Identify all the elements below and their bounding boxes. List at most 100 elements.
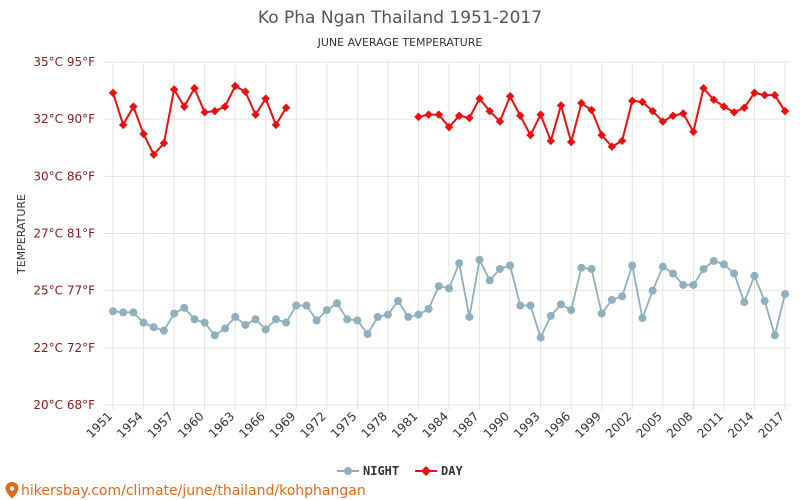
day-data-point[interactable] bbox=[414, 112, 423, 122]
day-data-point[interactable] bbox=[505, 92, 515, 101]
night-data-point[interactable] bbox=[770, 331, 779, 340]
day-data-point[interactable] bbox=[261, 94, 270, 103]
night-data-point[interactable] bbox=[516, 301, 525, 310]
legend-item-day[interactable]: DAY bbox=[415, 464, 463, 478]
day-data-point[interactable] bbox=[465, 113, 474, 123]
day-data-point[interactable] bbox=[180, 102, 189, 111]
night-data-point[interactable] bbox=[322, 306, 331, 315]
day-data-point[interactable] bbox=[424, 110, 433, 119]
day-data-point[interactable] bbox=[251, 110, 260, 119]
night-data-point[interactable] bbox=[506, 261, 515, 270]
night-data-point[interactable] bbox=[353, 316, 362, 325]
day-data-point[interactable] bbox=[434, 110, 444, 119]
source-attribution[interactable]: hikersbay.com/climate/june/thailand/kohp… bbox=[5, 482, 366, 499]
day-data-point[interactable] bbox=[169, 85, 179, 94]
night-data-point[interactable] bbox=[210, 331, 219, 340]
source-link[interactable]: hikersbay.com/climate/june/thailand/kohp… bbox=[21, 483, 366, 499]
day-data-point[interactable] bbox=[617, 136, 627, 146]
day-data-point[interactable] bbox=[129, 102, 138, 111]
night-data-point[interactable] bbox=[383, 310, 392, 319]
night-data-point[interactable] bbox=[709, 256, 718, 265]
night-data-point[interactable] bbox=[149, 323, 158, 332]
day-data-point[interactable] bbox=[495, 117, 505, 126]
day-data-point[interactable] bbox=[271, 120, 281, 130]
night-data-point[interactable] bbox=[658, 262, 667, 271]
day-data-point[interactable] bbox=[566, 137, 576, 147]
night-data-point[interactable] bbox=[557, 300, 565, 309]
day-data-point[interactable] bbox=[281, 103, 291, 112]
day-data-point[interactable] bbox=[230, 81, 240, 91]
night-data-point[interactable] bbox=[669, 269, 677, 278]
night-data-point[interactable] bbox=[180, 303, 189, 312]
night-data-point[interactable] bbox=[597, 309, 606, 318]
day-data-point[interactable] bbox=[149, 150, 158, 159]
day-data-point[interactable] bbox=[241, 87, 250, 96]
night-data-point[interactable] bbox=[292, 301, 301, 310]
night-data-point[interactable] bbox=[282, 318, 291, 327]
day-data-point[interactable] bbox=[220, 102, 230, 111]
night-data-point[interactable] bbox=[648, 286, 657, 295]
night-data-point[interactable] bbox=[577, 263, 586, 272]
night-data-point[interactable] bbox=[404, 312, 413, 321]
day-data-point[interactable] bbox=[546, 136, 556, 146]
night-data-point[interactable] bbox=[465, 312, 474, 321]
day-data-point[interactable] bbox=[729, 108, 739, 117]
night-data-point[interactable] bbox=[455, 259, 464, 268]
day-data-point[interactable] bbox=[760, 90, 769, 100]
day-data-point[interactable] bbox=[139, 129, 148, 139]
day-data-point[interactable] bbox=[200, 108, 209, 117]
night-data-point[interactable] bbox=[373, 312, 382, 321]
night-data-point[interactable] bbox=[618, 292, 627, 301]
night-data-point[interactable] bbox=[628, 261, 637, 270]
night-data-point[interactable] bbox=[434, 282, 443, 291]
night-data-point[interactable] bbox=[119, 308, 128, 317]
night-data-point[interactable] bbox=[159, 326, 168, 335]
night-data-point[interactable] bbox=[414, 310, 423, 319]
day-data-point[interactable] bbox=[454, 111, 464, 120]
night-data-point[interactable] bbox=[129, 308, 138, 317]
day-data-point[interactable] bbox=[689, 127, 698, 136]
night-data-point[interactable] bbox=[333, 299, 341, 308]
night-data-point[interactable] bbox=[139, 318, 148, 327]
day-data-point[interactable] bbox=[475, 94, 484, 103]
night-data-point[interactable] bbox=[526, 301, 535, 310]
day-data-point[interactable] bbox=[210, 106, 220, 116]
night-data-point[interactable] bbox=[730, 269, 739, 278]
night-data-point[interactable] bbox=[200, 318, 209, 327]
night-data-point[interactable] bbox=[241, 320, 250, 329]
day-data-point[interactable] bbox=[159, 138, 169, 148]
night-data-point[interactable] bbox=[312, 316, 321, 325]
night-data-point[interactable] bbox=[495, 264, 504, 273]
night-data-point[interactable] bbox=[567, 306, 576, 315]
night-data-point[interactable] bbox=[170, 309, 179, 318]
day-data-point[interactable] bbox=[108, 88, 118, 98]
night-data-point[interactable] bbox=[302, 301, 311, 310]
day-data-point[interactable] bbox=[628, 96, 637, 106]
night-data-point[interactable] bbox=[394, 296, 403, 305]
night-data-point[interactable] bbox=[109, 307, 117, 316]
night-data-point[interactable] bbox=[445, 284, 453, 293]
night-data-point[interactable] bbox=[781, 290, 789, 299]
night-data-point[interactable] bbox=[221, 324, 229, 333]
day-data-point[interactable] bbox=[118, 120, 128, 130]
night-data-point[interactable] bbox=[638, 314, 647, 323]
night-data-point[interactable] bbox=[760, 296, 769, 305]
night-data-point[interactable] bbox=[475, 255, 484, 264]
night-data-point[interactable] bbox=[719, 260, 728, 269]
day-data-point[interactable] bbox=[485, 106, 494, 116]
night-data-point[interactable] bbox=[231, 312, 240, 321]
night-data-point[interactable] bbox=[740, 298, 749, 307]
day-data-point[interactable] bbox=[526, 130, 535, 140]
night-data-point[interactable] bbox=[251, 315, 260, 324]
day-data-point[interactable] bbox=[536, 110, 545, 119]
night-data-point[interactable] bbox=[750, 271, 759, 280]
day-data-point[interactable] bbox=[190, 84, 199, 93]
night-data-point[interactable] bbox=[679, 280, 688, 289]
day-data-point[interactable] bbox=[444, 122, 454, 132]
night-data-point[interactable] bbox=[607, 295, 616, 304]
night-data-point[interactable] bbox=[699, 264, 708, 273]
night-data-point[interactable] bbox=[343, 315, 352, 324]
legend-item-night[interactable]: NIGHT bbox=[337, 464, 399, 478]
night-data-point[interactable] bbox=[261, 325, 270, 334]
night-data-point[interactable] bbox=[546, 311, 555, 320]
